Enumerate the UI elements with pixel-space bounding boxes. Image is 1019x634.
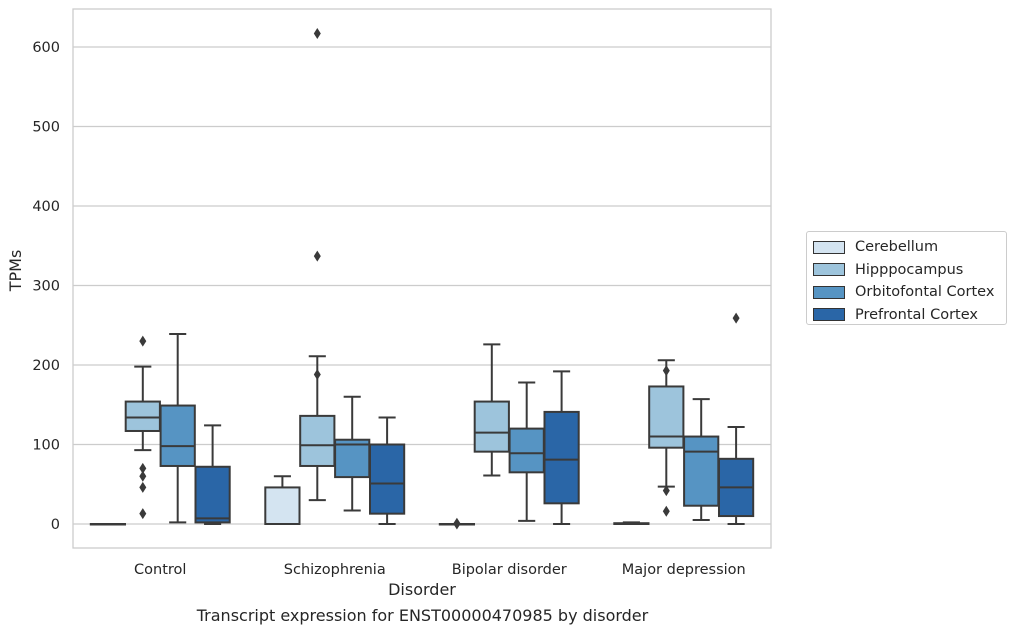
chart-caption: Transcript expression for ENST0000047098… [196,606,649,625]
outlier-point [139,508,147,520]
outlier-point [453,518,461,530]
outlier-point [139,481,147,493]
outlier-point [662,485,670,497]
legend-swatch [813,240,845,254]
y-axis-label: TPMs [6,250,25,293]
chart-legend: Cerebellum Hipppocampus Orbitofontal Cor… [806,231,1007,325]
legend-label: Prefrontal Cortex [855,306,978,323]
legend-label: Hipppocampus [855,261,964,278]
outlier-point [662,365,670,377]
x-axis-label: Disorder [388,580,456,599]
box [124,400,161,432]
legend-swatch [813,285,845,299]
legend-swatch [813,263,845,277]
box [334,438,371,479]
x-tick-label: Bipolar disorder [452,562,567,578]
y-tick-label: 600 [32,40,60,56]
y-tick-label: 0 [51,517,60,533]
box [543,410,580,505]
outlier-point [313,369,321,381]
x-tick-label: Major depression [622,562,746,578]
legend-label: Orbitofontal Cortex [855,284,995,301]
outlier-point [313,250,321,262]
box [508,427,545,474]
x-tick-label: Schizophrenia [284,562,386,578]
outlier-point [139,335,147,347]
y-tick-label: 400 [32,199,60,215]
y-tick-label: 200 [32,358,60,374]
box [299,414,336,467]
legend-item: Orbitofontal Cortex [813,281,1006,304]
box [194,465,231,524]
y-tick-label: 300 [32,279,60,295]
legend-item: Hipppocampus [813,259,1006,282]
plot-frame [72,8,772,549]
outlier-point [662,505,670,517]
y-tick-label: 100 [32,438,60,454]
box [159,404,196,467]
outlier-point [732,312,740,324]
legend-item: Cerebellum [813,236,1006,259]
outlier-point [139,462,147,474]
outlier-point [139,470,147,482]
box [683,435,720,507]
box [648,385,685,449]
y-tick-label: 500 [32,120,60,136]
legend-swatch [813,308,845,322]
box [473,400,510,453]
legend-item: Prefrontal Cortex [813,304,1006,327]
outlier-point [313,27,321,39]
box [368,443,406,515]
legend-label: Cerebellum [855,239,939,256]
box [264,486,301,525]
x-tick-label: Control [134,562,186,578]
